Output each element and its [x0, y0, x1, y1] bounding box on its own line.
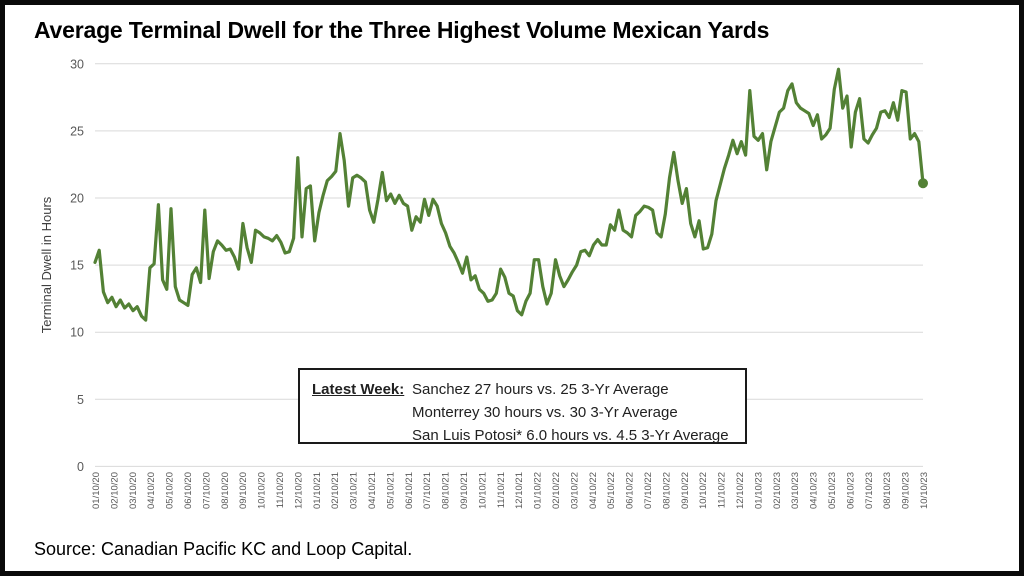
svg-text:05/10/20: 05/10/20 — [165, 472, 176, 509]
latest-week-values: Sanchez 27 hours vs. 25 3-Yr Average Mon… — [412, 378, 745, 444]
svg-text:09/10/20: 09/10/20 — [238, 472, 249, 509]
svg-text:10/10/20: 10/10/20 — [257, 472, 268, 509]
svg-text:06/10/23: 06/10/23 — [845, 472, 856, 509]
svg-text:09/10/23: 09/10/23 — [901, 472, 912, 509]
svg-text:11/10/20: 11/10/20 — [275, 472, 286, 508]
svg-text:12/10/22: 12/10/22 — [735, 472, 746, 509]
svg-text:05/10/23: 05/10/23 — [827, 472, 838, 509]
svg-text:02/10/20: 02/10/20 — [109, 472, 120, 509]
svg-text:30: 30 — [70, 57, 84, 71]
svg-text:01/10/23: 01/10/23 — [753, 472, 764, 509]
svg-text:08/10/21: 08/10/21 — [441, 472, 452, 509]
svg-text:01/10/20: 01/10/20 — [91, 472, 102, 509]
svg-text:02/10/21: 02/10/21 — [330, 472, 341, 509]
svg-text:05/10/22: 05/10/22 — [606, 472, 617, 509]
terminal-dwell-line-chart: 0 5 10 15 20 25 30 01/10/20 02/10/20 03/10/20 04/… — [39, 57, 930, 509]
svg-text:11/10/21: 11/10/21 — [496, 472, 507, 508]
svg-text:10/10/21: 10/10/21 — [477, 472, 488, 509]
svg-text:15: 15 — [70, 259, 84, 273]
svg-text:07/10/23: 07/10/23 — [864, 472, 875, 509]
svg-text:06/10/22: 06/10/22 — [625, 472, 636, 509]
svg-text:03/10/20: 03/10/20 — [128, 472, 139, 509]
svg-text:10/10/23: 10/10/23 — [919, 472, 930, 509]
svg-text:01/10/22: 01/10/22 — [533, 472, 544, 509]
annotation-line-sanchez: Sanchez 27 hours vs. 25 3-Yr Average — [412, 381, 669, 398]
svg-text:04/10/20: 04/10/20 — [146, 472, 157, 509]
annotation-line-san-luis-potosi: San Luis Potosi* 6.0 hours vs. 4.5 3-Yr … — [412, 427, 729, 444]
svg-text:05/10/21: 05/10/21 — [385, 472, 396, 509]
y-axis-title: Terminal Dwell in Hours — [39, 196, 54, 333]
svg-text:12/10/21: 12/10/21 — [514, 472, 525, 509]
svg-text:02/10/23: 02/10/23 — [772, 472, 783, 509]
svg-text:0: 0 — [77, 460, 84, 474]
svg-text:06/10/20: 06/10/20 — [183, 472, 194, 509]
source-caption: Source: Canadian Pacific KC and Loop Cap… — [34, 539, 413, 559]
svg-text:03/10/23: 03/10/23 — [790, 472, 801, 509]
svg-text:01/10/21: 01/10/21 — [312, 472, 323, 509]
svg-text:02/10/22: 02/10/22 — [551, 472, 562, 509]
svg-text:04/10/23: 04/10/23 — [809, 472, 820, 509]
svg-text:08/10/20: 08/10/20 — [220, 472, 231, 509]
slide-frame: Average Terminal Dwell for the Three Hig… — [5, 5, 1019, 571]
svg-text:09/10/21: 09/10/21 — [459, 472, 470, 509]
svg-text:5: 5 — [77, 393, 84, 407]
svg-text:03/10/22: 03/10/22 — [569, 472, 580, 509]
svg-text:04/10/21: 04/10/21 — [367, 472, 378, 509]
annotation-line-monterrey: Monterrey 30 hours vs. 30 3-Yr Average — [412, 404, 678, 421]
dwell-series-line — [93, 67, 925, 322]
svg-text:03/10/21: 03/10/21 — [349, 472, 360, 509]
svg-text:25: 25 — [70, 124, 84, 138]
svg-text:10: 10 — [70, 326, 84, 340]
svg-text:20: 20 — [70, 192, 84, 206]
svg-text:10/10/22: 10/10/22 — [698, 472, 709, 509]
svg-text:07/10/21: 07/10/21 — [422, 472, 433, 509]
latest-week-annotation-box: Latest Week: Sanchez 27 hours vs. 25 3-Y… — [298, 368, 747, 444]
svg-text:07/10/20: 07/10/20 — [201, 472, 212, 509]
svg-text:08/10/22: 08/10/22 — [661, 472, 672, 509]
svg-text:06/10/21: 06/10/21 — [404, 472, 415, 509]
x-axis-tick-labels: 01/10/20 02/10/20 03/10/20 04/10/20 05/10/20… — [91, 472, 930, 509]
latest-week-marker-dot — [918, 178, 928, 189]
latest-week-label: Latest Week: — [312, 381, 405, 398]
svg-text:12/10/20: 12/10/20 — [293, 472, 304, 509]
svg-text:09/10/22: 09/10/22 — [680, 472, 691, 509]
svg-text:11/10/22: 11/10/22 — [717, 472, 728, 508]
svg-text:04/10/22: 04/10/22 — [588, 472, 599, 509]
svg-text:07/10/22: 07/10/22 — [643, 472, 654, 509]
y-axis-tick-labels: 0 5 10 15 20 25 30 — [70, 57, 84, 474]
chart-title: Average Terminal Dwell for the Three Hig… — [34, 17, 770, 43]
svg-text:08/10/23: 08/10/23 — [882, 472, 893, 509]
